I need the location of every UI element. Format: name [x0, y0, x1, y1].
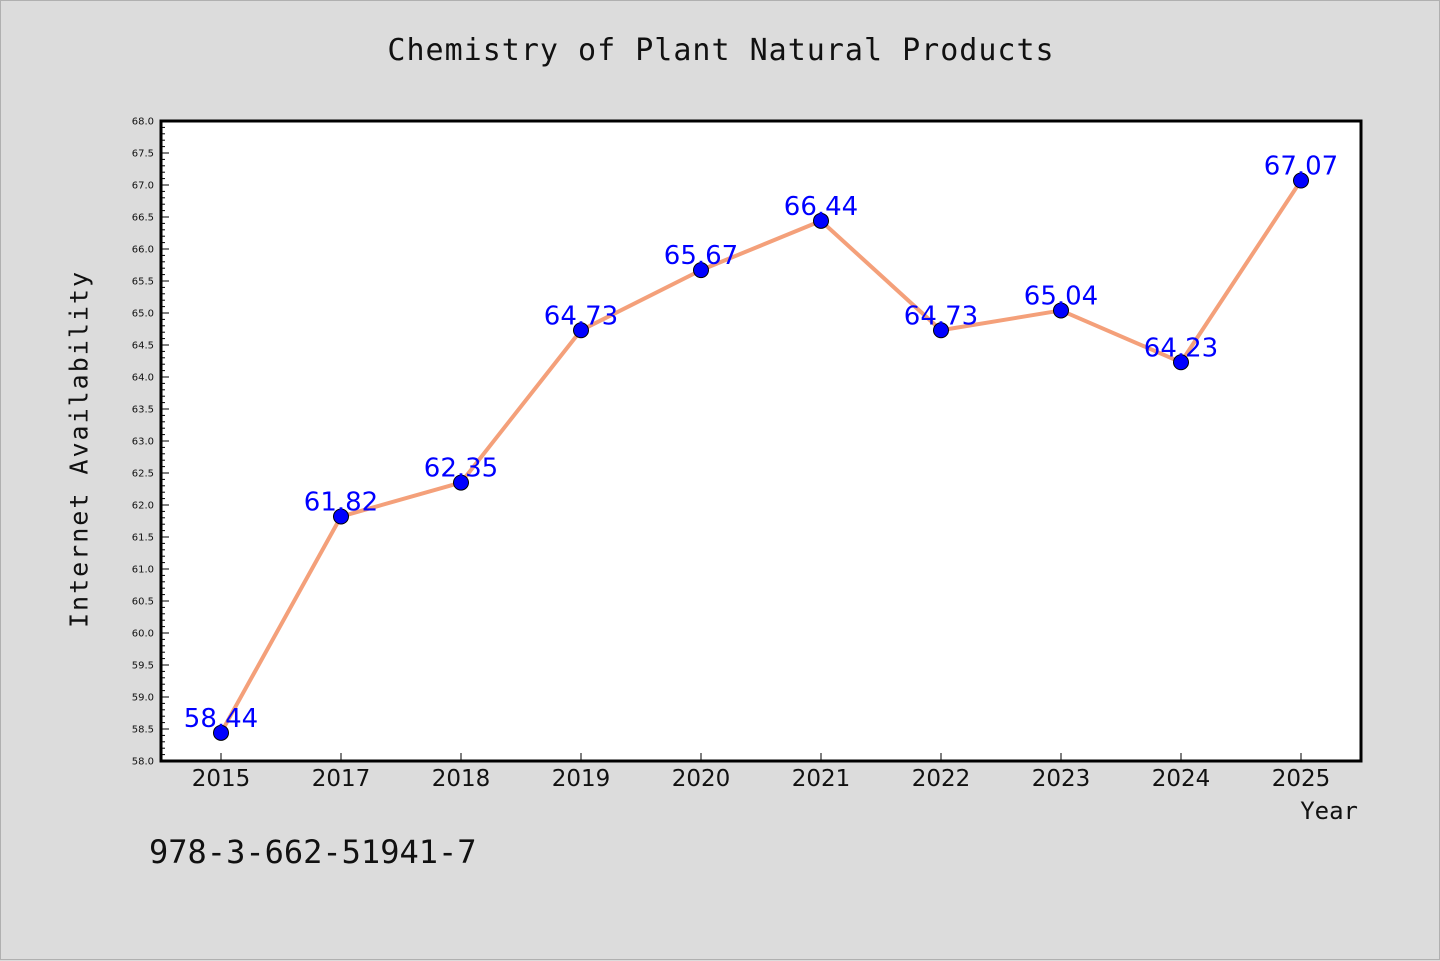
y-tick-label: 67.0 — [132, 181, 154, 192]
y-tick-label: 61.5 — [132, 533, 154, 544]
data-label: 64.73 — [904, 301, 978, 331]
series-line — [219, 178, 1303, 735]
data-label: 66.44 — [784, 192, 858, 222]
y-tick-label: 58.0 — [132, 757, 154, 768]
x-tick-label: 2023 — [1032, 766, 1091, 792]
data-label: 67.07 — [1264, 152, 1338, 182]
data-label: 61.82 — [304, 488, 378, 518]
x-tick-label: 2020 — [672, 766, 731, 792]
data-point — [1293, 172, 1309, 189]
y-tick-label: 65.5 — [132, 277, 154, 288]
y-tick-label: 59.5 — [132, 661, 154, 672]
plot-area — [161, 121, 1361, 761]
y-tick-label: 66.5 — [132, 213, 154, 224]
y-tick-label: 63.5 — [132, 405, 154, 416]
x-tick-label: 2017 — [312, 766, 371, 792]
y-tick-label: 63.0 — [132, 437, 154, 448]
x-tick-label: 2024 — [1152, 766, 1211, 792]
plot-frame — [159, 119, 1363, 763]
chart-title: Chemistry of Plant Natural Products — [387, 33, 1055, 68]
data-label: 58.44 — [184, 704, 258, 734]
data-label: 65.04 — [1024, 281, 1098, 311]
y-tick-label: 64.5 — [132, 341, 154, 352]
data-point — [933, 322, 949, 339]
y-tick-label: 59.0 — [132, 693, 154, 704]
y-tick-label: 62.0 — [132, 501, 154, 512]
data-label: 62.35 — [424, 454, 498, 484]
data-point — [693, 262, 709, 279]
data-point — [453, 474, 469, 491]
y-tick-label: 68.0 — [132, 117, 154, 128]
y-tick-label: 67.5 — [132, 149, 154, 160]
data-point — [1173, 354, 1189, 371]
x-tick-label: 2021 — [792, 766, 851, 792]
y-tick-label: 64.0 — [132, 373, 154, 384]
x-tick-label: 2025 — [1272, 766, 1331, 792]
data-point — [573, 322, 589, 339]
data-point — [1053, 302, 1069, 319]
y-tick-label: 60.5 — [132, 597, 154, 608]
x-tick-label: 2018 — [432, 766, 491, 792]
data-label: 64.73 — [544, 301, 618, 331]
footer-code: 978-3-662-51941-7 — [149, 833, 477, 871]
x-tick-label: 2019 — [552, 766, 611, 792]
y-tick-label: 62.5 — [132, 469, 154, 480]
y-tick-label: 66.0 — [132, 245, 154, 256]
x-tick-label: 2015 — [192, 766, 251, 792]
data-point — [813, 212, 829, 229]
data-point — [333, 508, 349, 525]
y-tick-label: 61.0 — [132, 565, 154, 576]
data-point — [213, 724, 229, 741]
x-axis-label: Year — [1300, 797, 1358, 825]
x-tick-label: 2022 — [912, 766, 971, 792]
data-label: 64.23 — [1144, 333, 1218, 363]
y-tick-label: 60.0 — [132, 629, 154, 640]
y-tick-label: 58.5 — [132, 725, 154, 736]
data-label: 65.67 — [664, 241, 738, 271]
y-tick-label: 65.0 — [132, 309, 154, 320]
